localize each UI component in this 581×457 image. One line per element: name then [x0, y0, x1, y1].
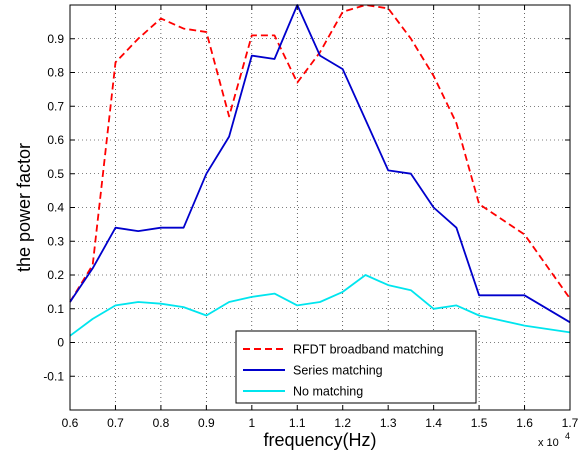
series-line-3 — [69, 274, 571, 337]
x-tick-label: 1.3 — [380, 416, 397, 430]
x-tick-label: 1.7 — [562, 416, 579, 430]
grid-lines — [70, 5, 570, 410]
x-multiplier: x 10 — [538, 437, 559, 449]
x-tick-label: 1 — [248, 416, 255, 430]
y-tick-label: 0.1 — [47, 302, 64, 316]
y-tick-label: 0.3 — [47, 234, 64, 248]
y-ticks: -0.1 0 0.1 0.2 0.3 0.4 0.5 0.6 0.7 0.8 0.9 — [43, 32, 570, 383]
x-tick-label: 1.6 — [516, 416, 533, 430]
legend-label-3: No matching — [293, 385, 363, 399]
series-line-1 — [69, 4, 571, 303]
x-tick-label: 1.5 — [471, 416, 488, 430]
x-axis-label: frequency(Hz) — [263, 430, 376, 450]
y-tick-label: 0.8 — [47, 66, 64, 80]
y-tick-label: 0.2 — [47, 268, 64, 282]
y-tick-label: 0 — [57, 336, 64, 350]
x-tick-label: 1.4 — [425, 416, 442, 430]
x-tick-label: 0.7 — [107, 416, 124, 430]
y-tick-label: 0.4 — [47, 201, 64, 215]
legend: RFDT broadband matching Series matching No… — [235, 330, 477, 404]
y-tick-label: 0.7 — [47, 99, 64, 113]
y-tick-label: 0.9 — [47, 32, 64, 46]
y-axis-label: the power factor — [14, 143, 34, 272]
legend-label-2: Series matching — [293, 364, 383, 378]
x-tick-label: 0.8 — [153, 416, 170, 430]
x-multiplier-exponent: 4 — [565, 431, 570, 441]
legend-label-1: RFDT broadband matching — [293, 343, 444, 357]
x-tick-label: 0.6 — [62, 416, 79, 430]
x-tick-label: 1.2 — [334, 416, 351, 430]
x-ticks: 0.6 0.7 0.8 0.9 1 1.1 1.2 1.3 1.4 1.5 1.6 1.7 — [62, 5, 579, 430]
y-tick-label: -0.1 — [43, 369, 64, 383]
x-tick-label: 1.1 — [289, 416, 306, 430]
y-tick-label: 0.6 — [47, 133, 64, 147]
x-tick-label: 0.9 — [198, 416, 215, 430]
y-tick-label: 0.5 — [47, 167, 64, 181]
